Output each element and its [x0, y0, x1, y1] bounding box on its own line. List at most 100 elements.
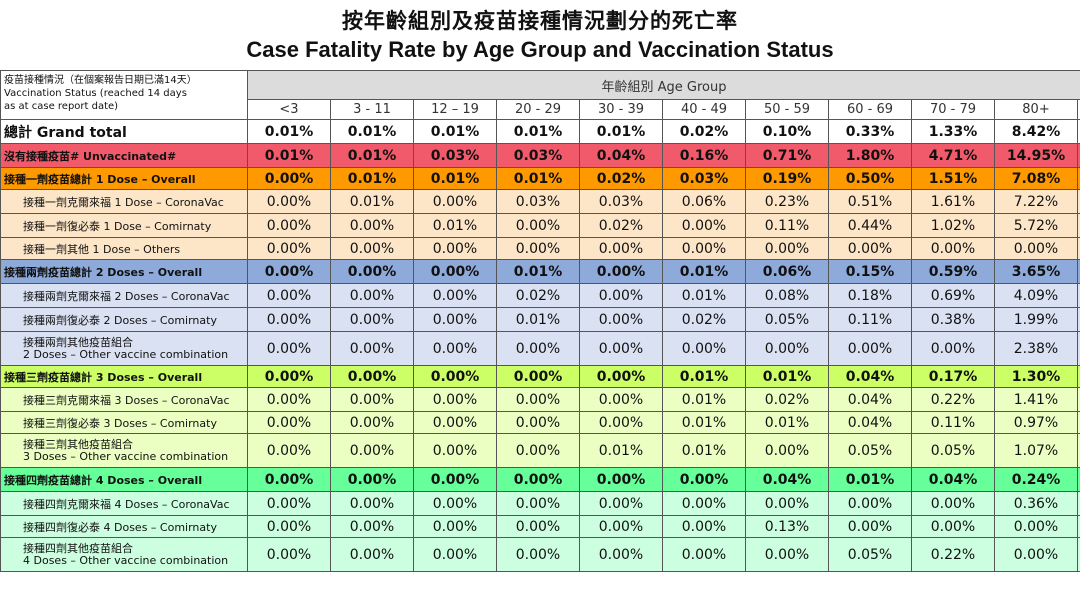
rate-cell: 0.01% — [745, 411, 829, 434]
rate-cell: 0.00% — [579, 411, 663, 434]
rate-cell: 1.41% — [994, 387, 1078, 412]
rate-cell: 0.06% — [662, 189, 746, 214]
rate-cell: 7.08% — [994, 167, 1078, 190]
title-english: Case Fatality Rate by Age Group and Vacc… — [246, 37, 834, 62]
rate-cell: 0.00% — [247, 167, 331, 190]
rate-cell: 0.00% — [413, 515, 497, 538]
rate-cell: 8.42% — [994, 119, 1078, 144]
rate-cell: 0.02% — [579, 213, 663, 238]
rate-cell: 0.00% — [247, 307, 331, 332]
age-group-col-header: 80+ — [994, 99, 1078, 120]
rate-cell: 0.22% — [911, 537, 995, 572]
row-label: 接種兩劑其他疫苗組合 2 Doses – Other vaccine combin… — [0, 331, 248, 366]
corner-line-1: 疫苗接種情況（在個案報告日期已滿14天） — [4, 75, 197, 86]
rate-cell: 4.09% — [994, 283, 1078, 308]
row-label: 接種三劑復必泰 3 Doses – Comirnaty — [0, 411, 248, 434]
age-group-col-header: 50 - 59 — [745, 99, 829, 120]
rate-cell: 0.05% — [911, 433, 995, 468]
rate-cell: 0.00% — [579, 365, 663, 388]
row-label: 接種兩劑疫苗總計 2 Doses – Overall — [0, 259, 248, 284]
rate-cell: 0.00% — [247, 491, 331, 516]
rate-cell: 0.19% — [745, 167, 829, 190]
rate-cell: 0.00% — [247, 237, 331, 260]
rate-cell: 0.00% — [579, 331, 663, 366]
rate-cell: 0.71% — [745, 143, 829, 168]
title-area: 按年齡組別及疫苗接種情況劃分的死亡率 Case Fatality Rate by… — [0, 0, 1080, 70]
rate-cell: 0.01% — [662, 365, 746, 388]
rate-cell: 0.01% — [662, 387, 746, 412]
vaccination-status-header: 疫苗接種情況（在個案報告日期已滿14天） Vaccination Status … — [0, 70, 248, 120]
rate-cell: 0.00% — [828, 237, 912, 260]
rate-cell: 0.00% — [247, 189, 331, 214]
rate-cell: 0.00% — [579, 307, 663, 332]
rate-cell: 0.00% — [413, 189, 497, 214]
rate-cell: 0.22% — [911, 387, 995, 412]
table-row: 接種四劑其他疫苗組合 4 Doses – Other vaccine combin… — [0, 537, 1080, 572]
rate-cell: 0.00% — [496, 213, 580, 238]
rate-cell: 0.00% — [579, 515, 663, 538]
table-row: 接種兩劑克爾來福 2 Doses – CoronaVac 0.00% 0.00% 0.… — [0, 283, 1080, 308]
rate-cell: 0.03% — [496, 143, 580, 168]
row-label: 接種一劑克爾來福 1 Dose – CoronaVac — [0, 189, 248, 214]
row-label: 接種三劑克爾來福 3 Doses – CoronaVac — [0, 387, 248, 412]
rate-cell: 0.00% — [911, 491, 995, 516]
rate-cell: 0.01% — [413, 119, 497, 144]
rate-cell: 0.00% — [662, 237, 746, 260]
rate-cell: 0.00% — [330, 331, 414, 366]
rate-cell: 0.00% — [994, 537, 1078, 572]
rate-cell: 0.01% — [662, 283, 746, 308]
rate-cell: 14.95% — [994, 143, 1078, 168]
rate-cell: 0.00% — [330, 537, 414, 572]
row-label: 接種三劑疫苗總計 3 Doses – Overall — [0, 365, 248, 388]
rate-cell: 0.00% — [911, 515, 995, 538]
rate-cell: 0.00% — [330, 515, 414, 538]
rate-cell: 0.01% — [579, 433, 663, 468]
rate-cell: 0.01% — [496, 259, 580, 284]
rate-cell: 0.00% — [828, 491, 912, 516]
rate-cell: 0.00% — [579, 491, 663, 516]
rate-cell: 0.15% — [828, 259, 912, 284]
rate-cell: 0.00% — [330, 387, 414, 412]
rate-cell: 0.44% — [828, 213, 912, 238]
rate-cell: 0.00% — [745, 433, 829, 468]
rate-cell: 0.36% — [994, 491, 1078, 516]
rate-cell: 0.00% — [413, 307, 497, 332]
row-label-line-2: 2 Doses – Other vaccine combination — [23, 347, 229, 361]
table-row: 接種三劑克爾來福 3 Doses – CoronaVac 0.00% 0.00% 0.… — [0, 387, 1080, 412]
rate-cell: 0.00% — [745, 491, 829, 516]
table-row: 接種三劑復必泰 3 Doses – Comirnaty 0.00% 0.00% 0.0… — [0, 411, 1080, 434]
rate-cell: 0.00% — [496, 237, 580, 260]
rate-cell: 0.01% — [662, 433, 746, 468]
rate-cell: 0.11% — [745, 213, 829, 238]
rate-cell: 0.00% — [496, 387, 580, 412]
rate-cell: 1.07% — [994, 433, 1078, 468]
age-group-col-header: <3 — [247, 99, 331, 120]
rate-cell: 0.00% — [496, 491, 580, 516]
row-label: 接種一劑復必泰 1 Dose – Comirnaty — [0, 213, 248, 238]
rate-cell: 0.00% — [579, 283, 663, 308]
age-header-row: <3 3 - 11 12 – 19 20 - 29 30 - 39 40 - 49 50 -… — [1, 99, 1080, 120]
rate-cell: 0.00% — [496, 537, 580, 572]
rate-cell: 0.00% — [330, 283, 414, 308]
rate-cell: 0.04% — [745, 467, 829, 492]
rate-cell: 1.33% — [911, 119, 995, 144]
rate-cell: 0.00% — [579, 387, 663, 412]
row-label: 接種四劑復必泰 4 Doses – Comirnaty — [0, 515, 248, 538]
rate-cell: 0.00% — [662, 213, 746, 238]
rate-cell: 0.00% — [330, 491, 414, 516]
rate-cell: 0.00% — [413, 259, 497, 284]
row-label: 接種四劑克爾來福 4 Doses – CoronaVac — [0, 491, 248, 516]
rate-cell: 0.06% — [745, 259, 829, 284]
rate-cell: 0.05% — [828, 537, 912, 572]
table-row: 接種四劑疫苗總計 4 Doses – Overall 0.00% 0.00% 0.00… — [0, 467, 1080, 492]
rate-cell: 0.00% — [745, 537, 829, 572]
rate-cell: 0.00% — [496, 515, 580, 538]
age-group-col-header: 30 - 39 — [579, 99, 663, 120]
rate-cell: 0.02% — [579, 167, 663, 190]
rate-cell: 0.00% — [579, 467, 663, 492]
rate-cell: 0.00% — [330, 411, 414, 434]
age-group-col-header: 20 - 29 — [496, 99, 580, 120]
rate-cell: 0.00% — [828, 515, 912, 538]
rate-cell: 0.00% — [745, 331, 829, 366]
rate-cell: 0.11% — [828, 307, 912, 332]
